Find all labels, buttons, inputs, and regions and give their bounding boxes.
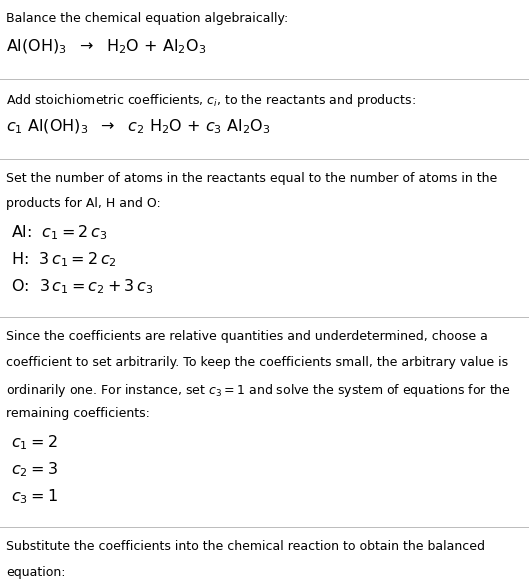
Text: Balance the chemical equation algebraically:: Balance the chemical equation algebraica…: [6, 12, 289, 25]
Text: Add stoichiometric coefficients, $c_i$, to the reactants and products:: Add stoichiometric coefficients, $c_i$, …: [6, 92, 416, 109]
Text: Al(OH)$_3$  $\rightarrow$  H$_2$O + Al$_2$O$_3$: Al(OH)$_3$ $\rightarrow$ H$_2$O + Al$_2$…: [6, 38, 206, 56]
Text: $c_3 = 1$: $c_3 = 1$: [11, 487, 58, 506]
Text: Al:  $c_1 = 2\,c_3$: Al: $c_1 = 2\,c_3$: [11, 223, 108, 242]
Text: Set the number of atoms in the reactants equal to the number of atoms in the: Set the number of atoms in the reactants…: [6, 172, 498, 185]
Text: ordinarily one. For instance, set $c_3 = 1$ and solve the system of equations fo: ordinarily one. For instance, set $c_3 =…: [6, 382, 512, 399]
Text: O:  $3\,c_1 = c_2 + 3\,c_3$: O: $3\,c_1 = c_2 + 3\,c_3$: [11, 277, 154, 296]
Text: coefficient to set arbitrarily. To keep the coefficients small, the arbitrary va: coefficient to set arbitrarily. To keep …: [6, 356, 508, 369]
Text: Substitute the coefficients into the chemical reaction to obtain the balanced: Substitute the coefficients into the che…: [6, 540, 485, 553]
Text: Since the coefficients are relative quantities and underdetermined, choose a: Since the coefficients are relative quan…: [6, 330, 488, 343]
Text: products for Al, H and O:: products for Al, H and O:: [6, 197, 161, 210]
Text: H:  $3\,c_1 = 2\,c_2$: H: $3\,c_1 = 2\,c_2$: [11, 250, 117, 269]
Text: $c_1 = 2$: $c_1 = 2$: [11, 433, 58, 451]
Text: $c_2 = 3$: $c_2 = 3$: [11, 460, 58, 478]
Text: $c_1$ Al(OH)$_3$  $\rightarrow$  $c_2$ H$_2$O + $c_3$ Al$_2$O$_3$: $c_1$ Al(OH)$_3$ $\rightarrow$ $c_2$ H$_…: [6, 117, 271, 136]
Text: equation:: equation:: [6, 566, 66, 579]
Text: remaining coefficients:: remaining coefficients:: [6, 407, 150, 420]
